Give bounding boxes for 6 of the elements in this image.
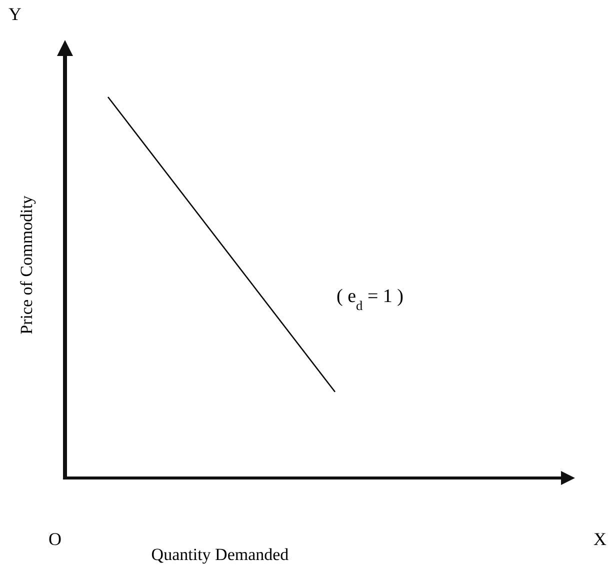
y-axis-title: Price of Commodity xyxy=(17,195,36,334)
text: X xyxy=(594,529,606,549)
x-axis-title: Quantity Demanded xyxy=(151,545,290,564)
text: Y xyxy=(8,4,22,24)
text: O xyxy=(48,529,62,549)
annotation: ( e$_{d}$ = 1 ) xyxy=(336,286,404,312)
